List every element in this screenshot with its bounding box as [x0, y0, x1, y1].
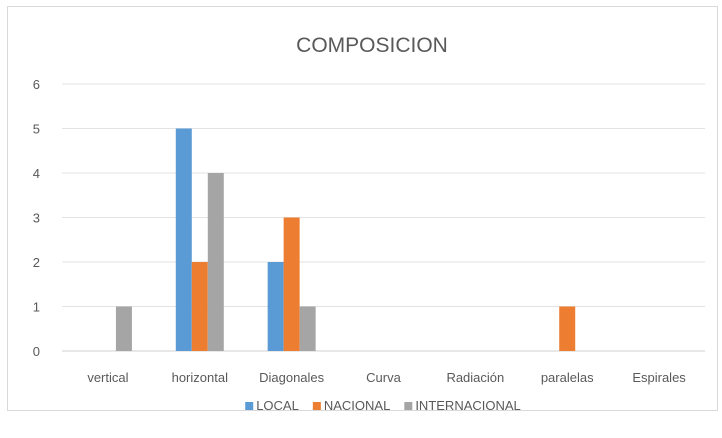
bar-local-1 — [175, 128, 192, 351]
bar-internacional-2 — [299, 306, 316, 351]
gridlines — [62, 83, 705, 352]
y-tick-label: 3 — [33, 211, 40, 226]
x-tick-label: horizontal — [172, 370, 228, 385]
legend-swatch-local — [245, 402, 254, 410]
bar-nacional-1 — [191, 262, 208, 351]
legend-swatch-internacional — [404, 402, 413, 410]
y-axis-ticks: 0 1 2 3 4 5 6 — [33, 77, 40, 359]
bars — [115, 128, 576, 351]
x-axis-ticks: vertical horizontal Diagonales Curva Radiaci… — [87, 370, 686, 385]
y-tick-label: 0 — [33, 344, 40, 359]
bar-internacional-0 — [115, 306, 132, 351]
y-tick-label: 2 — [33, 255, 40, 270]
legend-label-internacional: INTERNACIONAL — [415, 398, 520, 413]
y-tick-label: 6 — [33, 77, 40, 92]
legend: LOCAL NACIONAL INTERNACIONAL — [245, 398, 521, 413]
x-tick-label: paralelas — [541, 370, 594, 385]
chart-title: COMPOSICION — [296, 34, 448, 57]
bar-nacional-2 — [283, 217, 300, 351]
x-tick-label: Radiación — [446, 370, 504, 385]
x-tick-label: Diagonales — [259, 370, 325, 385]
y-tick-label: 5 — [33, 122, 40, 137]
y-tick-label: 1 — [33, 300, 40, 315]
x-tick-label: vertical — [87, 370, 128, 385]
bar-nacional-5 — [559, 306, 576, 351]
legend-swatch-nacional — [312, 402, 321, 410]
x-tick-label: Espirales — [632, 370, 686, 385]
legend-label-nacional: NACIONAL — [324, 398, 390, 413]
x-tick-label: Curva — [366, 370, 401, 385]
y-tick-label: 4 — [33, 166, 40, 181]
bar-local-2 — [267, 262, 284, 351]
legend-label-local: LOCAL — [256, 398, 299, 413]
bar-internacional-1 — [207, 173, 224, 351]
